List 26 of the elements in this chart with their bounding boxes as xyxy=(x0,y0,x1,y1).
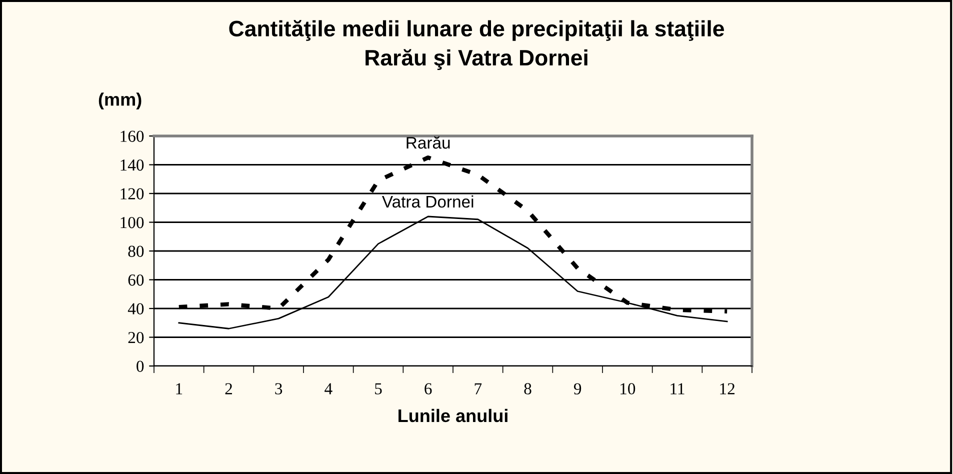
x-tick-label: 4 xyxy=(324,383,332,394)
y-tick-label: 140 xyxy=(120,159,144,171)
x-axis-title: Lunile anului xyxy=(398,408,508,422)
x-tick-label: 3 xyxy=(275,383,282,394)
x-tick-label: 6 xyxy=(424,383,432,394)
series-label: Rarău xyxy=(406,136,450,149)
y-tick-label: 60 xyxy=(128,274,144,286)
x-tick-label: 7 xyxy=(474,383,482,394)
x-tick-label: 8 xyxy=(524,383,532,394)
y-axis-title: (mm) xyxy=(98,92,142,110)
y-tick-label: 80 xyxy=(128,246,144,257)
chart-title: Cantităţile medii lunare de precipitaţii la staţiile Rarău şi Vatra Dornei xyxy=(229,20,724,70)
y-tick-label: 40 xyxy=(128,303,144,314)
x-tick-label: 5 xyxy=(375,383,382,394)
x-tick-label: 1 xyxy=(176,383,182,394)
y-tick-label: 120 xyxy=(120,188,144,200)
y-tick-label: 160 xyxy=(120,130,144,142)
series-label: Vatra Dornei xyxy=(382,195,474,208)
y-tick-label: 0 xyxy=(136,360,144,372)
x-tick-label: 2 xyxy=(225,383,232,394)
x-tick-label: 10 xyxy=(620,383,636,394)
x-tick-label: 11 xyxy=(670,383,684,394)
x-tick-label: 9 xyxy=(574,383,582,394)
y-tick-label: 20 xyxy=(128,332,144,344)
x-tick-label: 12 xyxy=(720,383,734,394)
y-tick-label: 100 xyxy=(120,216,144,228)
